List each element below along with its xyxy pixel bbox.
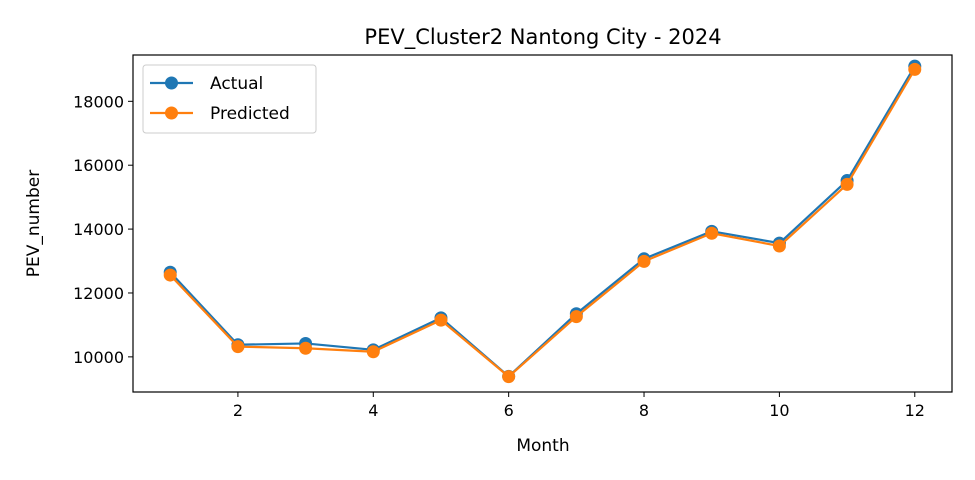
data-point-predicted xyxy=(705,226,719,240)
series-line-predicted xyxy=(169,68,916,378)
data-point-predicted xyxy=(434,313,448,327)
y-tick-label: 14000 xyxy=(73,220,124,239)
data-point-predicted xyxy=(231,340,245,354)
legend-label-predicted: Predicted xyxy=(210,104,290,124)
legend-marker-predicted xyxy=(165,106,178,120)
x-tick-label: 4 xyxy=(368,401,378,420)
chart-title: PEV_Cluster2 Nantong City - 2024 xyxy=(364,25,721,50)
x-tick-label: 6 xyxy=(504,401,514,420)
x-tick-label: 12 xyxy=(905,401,925,420)
y-tick-label: 12000 xyxy=(73,284,124,303)
y-tick-label: 10000 xyxy=(73,348,124,367)
data-point-predicted xyxy=(299,341,313,355)
x-tick-label: 2 xyxy=(233,401,243,420)
x-axis: 2 4 6 8 10 12 xyxy=(233,392,925,420)
x-tick-label: 10 xyxy=(769,401,789,420)
y-tick-label: 16000 xyxy=(73,156,124,175)
data-point-predicted xyxy=(569,310,583,324)
data-point-predicted xyxy=(908,62,922,76)
y-axis: 10000 12000 14000 16000 18000 xyxy=(73,92,133,367)
plot-area xyxy=(163,59,922,384)
legend: Actual Predicted xyxy=(142,64,317,134)
data-point-predicted xyxy=(502,370,516,384)
x-tick-label: 8 xyxy=(639,401,649,420)
y-axis-label: PEV_number xyxy=(24,170,44,277)
data-point-predicted xyxy=(840,177,854,191)
y-tick-label: 18000 xyxy=(73,92,124,111)
data-point-predicted xyxy=(637,254,651,268)
data-point-predicted xyxy=(163,268,177,282)
series-line-actual xyxy=(169,65,916,378)
plot-frame xyxy=(132,54,953,393)
data-point-predicted xyxy=(772,239,786,253)
data-point-predicted xyxy=(366,345,380,359)
x-axis-label: Month xyxy=(516,436,569,456)
legend-marker-actual xyxy=(165,76,178,90)
legend-label-actual: Actual xyxy=(210,74,263,94)
